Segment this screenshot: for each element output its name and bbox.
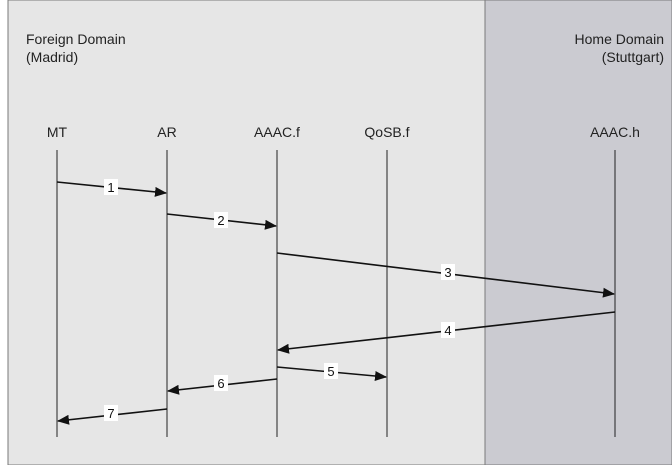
message-6-label: 6 — [217, 376, 224, 391]
foreign-domain-title: Foreign Domain — [26, 31, 126, 47]
home-domain-city: (Stuttgart) — [602, 49, 664, 65]
message-4-label-bg — [441, 322, 455, 338]
entity-label-aaac-f: AAAC.f — [254, 124, 300, 140]
entity-label-aaac-h: AAAC.h — [590, 124, 640, 140]
message-7: 7 — [57, 405, 168, 425]
foreign-domain-city: (Madrid) — [26, 49, 78, 65]
entity-label-ar: AR — [157, 124, 176, 140]
message-1-label: 1 — [107, 180, 114, 195]
message-6: 6 — [167, 375, 278, 395]
message-2: 2 — [166, 212, 277, 230]
message-3: 3 — [276, 252, 615, 298]
message-3-label-bg — [441, 264, 455, 280]
message-4: 4 — [277, 311, 616, 354]
home-domain-title: Home Domain — [575, 31, 664, 47]
message-2-label-bg — [214, 212, 228, 228]
message-5-label-bg — [324, 363, 338, 379]
message-6-label-bg — [214, 375, 228, 391]
message-1-label-bg — [104, 179, 118, 195]
entity-label-mt: MT — [47, 124, 68, 140]
foreign-domain-region — [7, 0, 486, 466]
message-7-label-bg — [104, 405, 118, 421]
message-7-label: 7 — [107, 406, 114, 421]
message-5: 5 — [276, 363, 387, 381]
message-5-label: 5 — [327, 364, 334, 379]
home-domain-region — [484, 0, 672, 466]
entity-label-qosb-f: QoSB.f — [364, 124, 409, 140]
message-2-label: 2 — [217, 213, 224, 228]
message-1: 1 — [56, 179, 167, 197]
message-4-label: 4 — [444, 323, 451, 338]
message-3-label: 3 — [444, 265, 451, 280]
